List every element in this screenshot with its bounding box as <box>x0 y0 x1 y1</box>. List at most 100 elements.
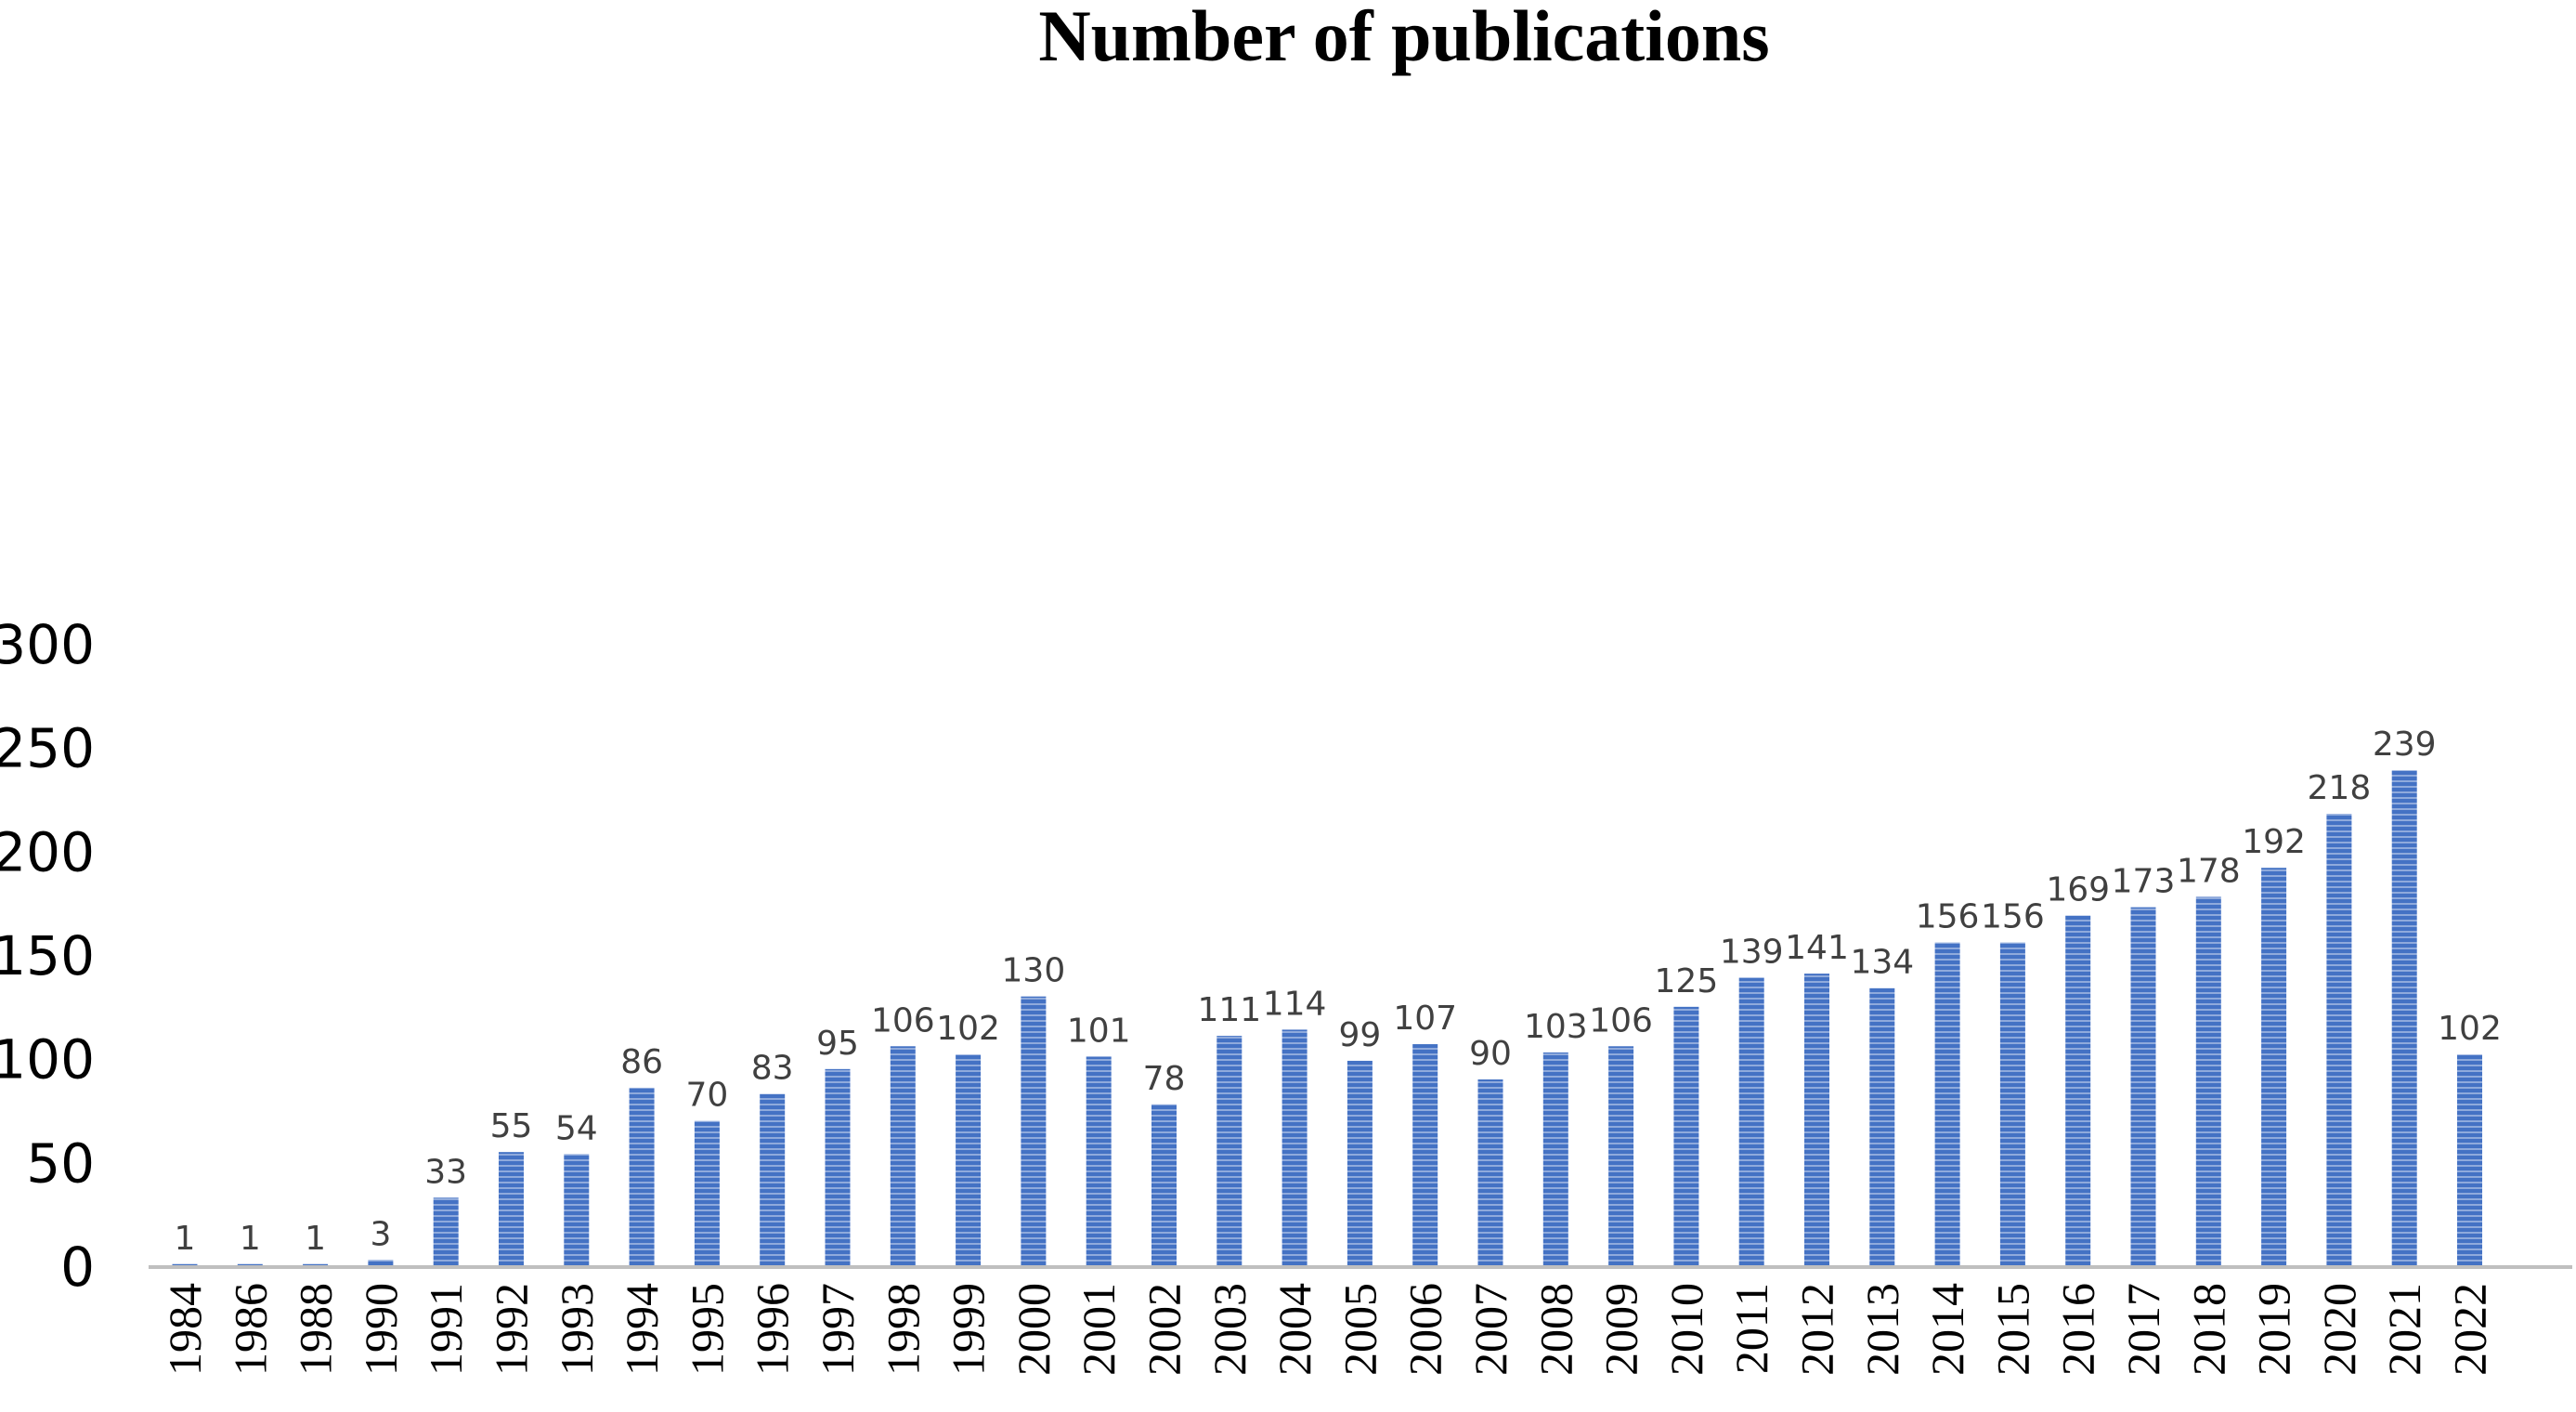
bar-2016 <box>2065 915 2091 1266</box>
chart-title: Number of publications <box>1038 0 1770 76</box>
y-tick-label: 200 <box>0 820 95 883</box>
bar-2012 <box>1804 974 1829 1266</box>
bar-1988 <box>303 1263 329 1266</box>
data-label-1984: 1 <box>175 1220 196 1258</box>
x-tick-label-1994: 1994 <box>616 1283 668 1376</box>
data-label-2001: 101 <box>1067 1012 1131 1050</box>
x-tick-label-1992: 1992 <box>486 1283 538 1376</box>
data-label-1986: 1 <box>240 1220 261 1258</box>
bar-1992 <box>499 1152 524 1266</box>
data-label-2010: 125 <box>1655 962 1719 1000</box>
bar-2011 <box>1738 977 1764 1266</box>
bar-1991 <box>433 1197 459 1266</box>
bar-1997 <box>825 1068 851 1266</box>
bar-2017 <box>2130 907 2156 1266</box>
bar-2015 <box>1999 942 2025 1266</box>
data-label-2006: 107 <box>1393 1000 1457 1038</box>
x-tick-label-2019: 2019 <box>2248 1283 2300 1376</box>
y-tick-label: 250 <box>0 717 95 780</box>
y-tick-label: 150 <box>0 924 95 987</box>
x-tick-label-1991: 1991 <box>420 1283 472 1376</box>
bar-2000 <box>1021 996 1047 1266</box>
x-tick-label-2011: 2011 <box>1725 1283 1777 1374</box>
x-tick-label-2010: 2010 <box>1660 1283 1712 1376</box>
x-tick-label-2013: 2013 <box>1856 1283 1908 1376</box>
data-label-2015: 156 <box>1981 898 2045 936</box>
x-tick-label-1998: 1998 <box>877 1283 929 1376</box>
data-label-1993: 54 <box>555 1109 598 1147</box>
bar-2006 <box>1412 1044 1438 1266</box>
bar-2020 <box>2326 814 2352 1266</box>
x-tick-label-1986: 1986 <box>224 1283 276 1376</box>
data-label-1999: 102 <box>936 1010 1000 1048</box>
bar-2004 <box>1281 1029 1308 1266</box>
data-label-2013: 134 <box>1850 944 1914 982</box>
bar-2002 <box>1151 1104 1177 1266</box>
x-tick-label-1999: 1999 <box>943 1283 995 1376</box>
data-label-2005: 99 <box>1338 1016 1381 1054</box>
x-tick-label-1995: 1995 <box>681 1283 733 1376</box>
bar-1996 <box>760 1093 786 1266</box>
data-label-2003: 111 <box>1197 991 1261 1029</box>
bar-1995 <box>694 1120 720 1266</box>
data-label-2008: 103 <box>1524 1008 1588 1046</box>
bar-2022 <box>2457 1054 2482 1266</box>
x-tick-label-1993: 1993 <box>551 1283 603 1376</box>
bar-2019 <box>2261 868 2287 1266</box>
x-tick-label-2009: 2009 <box>1595 1283 1647 1376</box>
x-tick-label-2007: 2007 <box>1464 1283 1516 1376</box>
x-tick-label-2000: 2000 <box>1008 1283 1060 1376</box>
x-axis-ticks: 1984 1986 1988 1990 1991 1992 1993 1994 1995 1996… <box>159 1283 2496 1376</box>
x-tick-label-2004: 2004 <box>1268 1283 1321 1376</box>
x-tick-label-1984: 1984 <box>159 1283 211 1376</box>
bar-2008 <box>1542 1052 1568 1266</box>
x-tick-label-2014: 2014 <box>1921 1283 1973 1376</box>
y-tick-label: 100 <box>0 1028 95 1092</box>
data-label-2002: 78 <box>1143 1060 1186 1098</box>
bar-2014 <box>1934 942 1960 1266</box>
x-tick-label-2017: 2017 <box>2117 1283 2169 1376</box>
data-label-2021: 239 <box>2373 726 2437 764</box>
data-label-2000: 130 <box>1002 952 1066 990</box>
bar-2005 <box>1347 1060 1373 1266</box>
bar-2018 <box>2195 896 2221 1266</box>
bar-1999 <box>956 1054 982 1266</box>
x-tick-label-2001: 2001 <box>1073 1283 1125 1376</box>
y-tick-label: 50 <box>26 1131 95 1195</box>
data-label-2018: 178 <box>2177 852 2241 890</box>
bar-1998 <box>890 1046 916 1266</box>
x-tick-label-2008: 2008 <box>1529 1283 1581 1376</box>
bar-2003 <box>1216 1036 1242 1266</box>
data-label-2014: 156 <box>1916 898 1980 936</box>
y-tick-label: 0 <box>60 1236 95 1299</box>
data-label-1990: 3 <box>370 1215 391 1253</box>
bar-2009 <box>1608 1046 1634 1266</box>
x-tick-label-2015: 2015 <box>1986 1283 2038 1376</box>
y-tick-label: 300 <box>0 613 95 676</box>
data-label-2009: 106 <box>1589 1001 1653 1039</box>
x-tick-label-2012: 2012 <box>1791 1283 1843 1376</box>
y-axis-ticks: 0 50 100 150 200 250 300 <box>0 613 95 1299</box>
bar-2001 <box>1086 1056 1112 1266</box>
data-label-1988: 1 <box>305 1220 326 1258</box>
data-label-2017: 173 <box>2112 863 2176 901</box>
bar-1994 <box>629 1087 655 1266</box>
bars <box>172 770 2482 1266</box>
data-label-1997: 95 <box>816 1025 859 1063</box>
data-label-1991: 33 <box>424 1153 467 1191</box>
bar-2007 <box>1477 1079 1503 1266</box>
data-label-1994: 86 <box>620 1043 663 1081</box>
data-label-2011: 139 <box>1720 934 1784 972</box>
bar-2021 <box>2391 770 2417 1266</box>
data-label-2007: 90 <box>1469 1035 1512 1073</box>
bar-2013 <box>1869 987 1895 1266</box>
bar-2010 <box>1673 1006 1699 1266</box>
x-tick-label-2016: 2016 <box>2052 1283 2104 1376</box>
x-tick-label-1988: 1988 <box>290 1283 342 1376</box>
x-tick-label-1997: 1997 <box>812 1283 864 1376</box>
x-tick-label-2002: 2002 <box>1138 1283 1190 1376</box>
bar-1993 <box>564 1154 590 1266</box>
x-tick-label-2005: 2005 <box>1334 1283 1386 1376</box>
